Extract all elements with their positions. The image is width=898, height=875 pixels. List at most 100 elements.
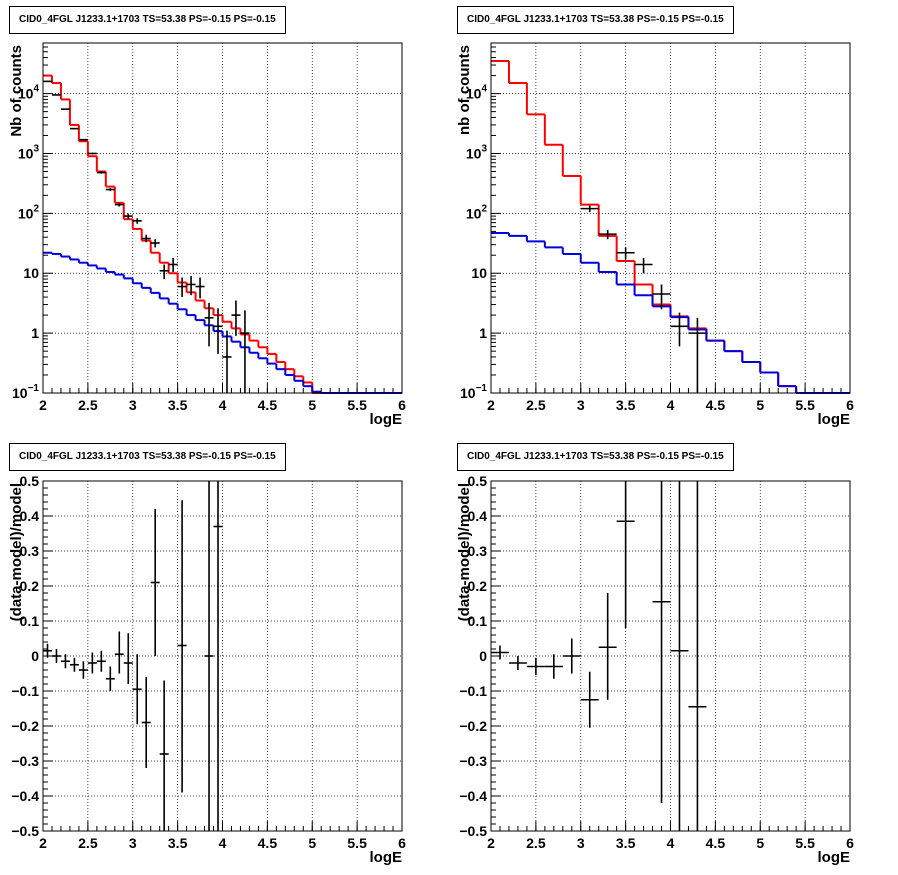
x-tick-label: 2.5 [78, 397, 98, 413]
y-tick-label: 1 [31, 325, 39, 341]
data-point [670, 312, 689, 347]
data-point [231, 300, 241, 336]
x-tick-label: 4.5 [706, 835, 726, 851]
data-points [491, 481, 707, 831]
data-point [526, 657, 545, 676]
y-tick-label: 0.2 [20, 578, 40, 594]
data-point [634, 257, 653, 274]
data-point [652, 284, 671, 310]
data-point [168, 257, 178, 272]
x-tick-label: 6 [846, 835, 854, 851]
y-tick-label: 1 [479, 325, 487, 341]
data-point [150, 509, 160, 656]
model-histogram-red [43, 74, 322, 394]
data-point [562, 638, 581, 674]
data-point [69, 127, 79, 130]
data-point [141, 677, 151, 768]
x-tick-label: 4 [219, 397, 227, 413]
data-point [580, 205, 599, 213]
y-tick-label: −0.1 [11, 683, 39, 699]
plot-frame [490, 42, 851, 394]
x-tick-label: 2 [39, 397, 47, 413]
y-tick-label: 10−1 [12, 383, 39, 401]
y-tick-label: 102 [466, 203, 488, 221]
x-tick-label: 5.5 [795, 835, 815, 851]
y-tick-label: 103 [18, 143, 40, 161]
data-point [132, 654, 142, 725]
y-tick-label: −0.1 [459, 683, 487, 699]
data-point [491, 645, 509, 660]
data-point [123, 633, 133, 684]
data-point [652, 481, 671, 803]
x-tick-label: 3 [129, 835, 137, 851]
data-point [195, 277, 205, 299]
data-point [87, 652, 97, 674]
x-tick-label: 2.5 [526, 397, 546, 413]
data-point [96, 650, 106, 672]
data-point [51, 649, 61, 663]
x-tick-label: 5 [756, 835, 764, 851]
y-tick-label: 0.1 [20, 613, 40, 629]
data-point [688, 317, 707, 393]
y-tick-label: −0.4 [11, 788, 39, 804]
data-point [60, 108, 70, 110]
x-tick-label: 3.5 [616, 835, 636, 851]
data-points [43, 80, 250, 393]
x-tick-label: 2.5 [526, 835, 546, 851]
x-tick-label: 3 [577, 397, 585, 413]
x-tick-label: 3 [577, 835, 585, 851]
y-tick-label: −0.4 [459, 788, 487, 804]
x-tick-label: 6 [398, 835, 406, 851]
plot-frame [42, 480, 403, 832]
data-point [213, 308, 223, 354]
data-point [580, 671, 599, 728]
data-point [114, 202, 124, 207]
x-tick-label: 3 [129, 397, 137, 413]
y-tick-label: 10 [23, 265, 39, 281]
x-tick-label: 5 [756, 397, 764, 413]
y-tick-label: −0.5 [459, 823, 487, 839]
plot-frame [490, 480, 851, 832]
data-point [141, 234, 151, 243]
data-point [544, 654, 563, 679]
y-tick-label: 0.3 [468, 543, 488, 559]
x-axis-title: logE [818, 849, 851, 866]
y-tick-label: −0.5 [11, 823, 39, 839]
y-tick-label: 104 [18, 84, 40, 102]
data-points [43, 481, 223, 831]
data-point [114, 631, 124, 674]
x-tick-label: 5.5 [795, 397, 815, 413]
y-tick-label: 0.5 [468, 473, 488, 489]
panel-title-2: CID0_4FGL J1233.1+1703 TS=53.38 PS=-0.15… [457, 6, 734, 34]
x-tick-label: 6 [398, 397, 406, 413]
y-tick-label: 0.3 [20, 543, 40, 559]
x-tick-label: 2 [487, 835, 495, 851]
data-point [186, 275, 196, 296]
y-axis-title: Nb of counts [8, 45, 25, 137]
data-point [598, 229, 617, 240]
data-point [78, 661, 88, 679]
data-point [240, 310, 250, 393]
data-point [69, 657, 79, 672]
data-point [159, 264, 169, 280]
x-axis-title: logE [370, 411, 403, 428]
x-tick-label: 4.5 [258, 835, 278, 851]
y-tick-label: 103 [466, 143, 488, 161]
x-tick-label: 5.5 [347, 397, 367, 413]
y-tick-label: 0.2 [468, 578, 488, 594]
data-point [204, 481, 214, 831]
y-axis-title: (data-model)/model [456, 483, 473, 621]
x-tick-label: 4 [667, 397, 675, 413]
data-point [43, 643, 52, 658]
x-tick-label: 3.5 [616, 397, 636, 413]
data-point [670, 481, 689, 831]
data-point [177, 500, 187, 793]
panel-title-3: CID0_4FGL J1233.1+1703 TS=53.38 PS=-0.15… [9, 443, 286, 471]
data-point [96, 171, 106, 174]
data-point [598, 593, 617, 700]
model-histogram-blue [491, 231, 850, 394]
panel-title-4: CID0_4FGL J1233.1+1703 TS=53.38 PS=-0.15… [457, 443, 734, 471]
y-tick-label: −0.3 [11, 753, 39, 769]
y-tick-label: 10−1 [460, 383, 487, 401]
